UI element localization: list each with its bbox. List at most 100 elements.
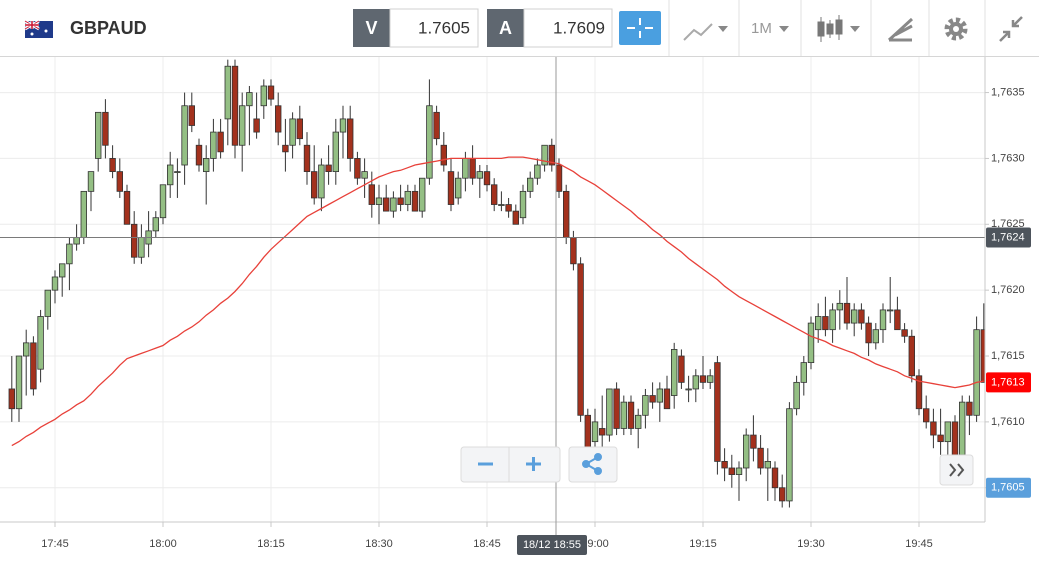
candle-body-up — [606, 388, 613, 436]
candle-body-down — [440, 144, 447, 166]
candle-body-up — [836, 302, 843, 311]
y-tick-label: 1,7630 — [991, 152, 1025, 164]
bid-tag[interactable] — [353, 9, 390, 47]
candle-body-up — [418, 177, 426, 212]
ask-box[interactable] — [523, 8, 613, 48]
candle-body-up — [260, 85, 267, 107]
candle-body-up — [66, 243, 73, 265]
candle-body-down — [930, 421, 937, 436]
scroll-end-icon — [949, 463, 965, 477]
candle-body-up — [37, 316, 44, 370]
scroll-end-button[interactable] — [939, 454, 974, 486]
candle-body-up — [138, 237, 145, 258]
drawing-icon[interactable] — [887, 17, 914, 42]
candle-body-down — [728, 467, 735, 475]
candle-body-down — [282, 144, 289, 153]
candle-body-down — [116, 171, 123, 192]
candle-body-down — [678, 355, 685, 383]
ask-label: A — [499, 18, 512, 38]
toolbar: GBPAUD V 1.7605 A 1.7609 1M — [0, 0, 1039, 57]
candle-body-down — [325, 164, 332, 173]
candle-body-down — [411, 190, 419, 212]
candle-body-down — [779, 487, 786, 502]
crosshair-icon — [627, 18, 653, 38]
candle-body-up — [166, 164, 174, 186]
candle-body-up — [851, 309, 858, 324]
candles-icon[interactable] — [817, 15, 843, 42]
collapse-icon[interactable] — [999, 16, 1023, 42]
candle-body-up — [591, 421, 599, 443]
y-tick-label: 1,7635 — [991, 86, 1025, 98]
candle-body-down — [714, 362, 721, 462]
candle-body-down — [915, 375, 923, 410]
candle-body-up — [829, 309, 836, 331]
candle-body-down — [966, 401, 973, 416]
candle-body-down — [130, 223, 138, 258]
candle-body-down — [447, 171, 455, 205]
candle-body-down — [923, 408, 930, 423]
ask-tag[interactable] — [487, 9, 524, 47]
candle-body-up — [390, 197, 397, 212]
x-tick-label: 18:30 — [365, 538, 393, 550]
candle-body-down — [188, 105, 195, 126]
candle-body-up — [224, 65, 231, 120]
candle-body-down — [757, 447, 764, 469]
bid-box[interactable] — [389, 8, 479, 48]
candle-body-up — [534, 164, 541, 179]
dropdown-arrow — [850, 26, 860, 32]
crosshair-button[interactable] — [619, 11, 661, 45]
y-tick-label: 1,7625 — [991, 218, 1025, 230]
axes: 1,7605 1,7610 1,7615 1,7620 1,7625 1,7630 1,76… — [41, 86, 1031, 550]
candle-body-up — [541, 144, 548, 166]
candle-body-down — [382, 197, 390, 212]
candle-body-up — [707, 375, 714, 383]
candle-body-up — [246, 92, 253, 107]
chart-type-icon[interactable] — [683, 23, 713, 41]
candle-body-down — [894, 309, 901, 331]
candle-body-down — [721, 461, 728, 469]
dropdown-arrow — [779, 26, 789, 32]
x-tick-label: 19:45 — [905, 538, 933, 550]
candle-body-up — [735, 467, 743, 475]
candle-body-up — [959, 401, 966, 456]
candle-body-up — [95, 111, 102, 159]
candle-body-up — [73, 237, 80, 245]
candle-body-up — [973, 329, 980, 416]
candle-body-up — [944, 421, 951, 443]
candle-body-down — [649, 395, 656, 403]
settings-icon[interactable] — [944, 17, 968, 41]
candle-body-down — [663, 388, 671, 410]
candle-body-up — [527, 177, 534, 192]
candle-body-down — [30, 342, 37, 390]
candle-body-up — [872, 329, 879, 344]
share-button[interactable] — [568, 446, 618, 483]
candle-body-down — [599, 428, 606, 436]
candle-body-down — [354, 158, 361, 179]
zoom-group — [460, 446, 561, 483]
candle-body-up — [476, 171, 483, 179]
candle-body-up — [152, 217, 159, 232]
candle-body-down — [980, 329, 985, 383]
candle-body-up — [318, 164, 325, 199]
candle-body-up — [498, 204, 505, 206]
candle-body-down — [433, 111, 440, 140]
period[interactable]: 1M — [751, 20, 772, 37]
candle-body-down — [901, 329, 908, 337]
candle-body-down — [563, 190, 570, 238]
x-tick-label: 18:00 — [149, 538, 177, 550]
candle-body-down — [303, 144, 311, 173]
candle-body-up — [462, 158, 469, 179]
zoom-in[interactable] — [526, 457, 541, 471]
candle-body-down — [469, 158, 476, 179]
candle-body-down — [217, 131, 224, 153]
candle-body-up — [22, 342, 30, 357]
candle-body-down — [505, 204, 512, 212]
price-marker-label: 1,7613 — [991, 376, 1025, 388]
candle-body-down — [908, 335, 915, 377]
candle-body-down — [865, 322, 872, 344]
candle-body-up — [671, 349, 678, 396]
candle-body-down — [8, 388, 15, 410]
candle-body-down — [822, 316, 829, 331]
price-marker — [986, 477, 1031, 498]
